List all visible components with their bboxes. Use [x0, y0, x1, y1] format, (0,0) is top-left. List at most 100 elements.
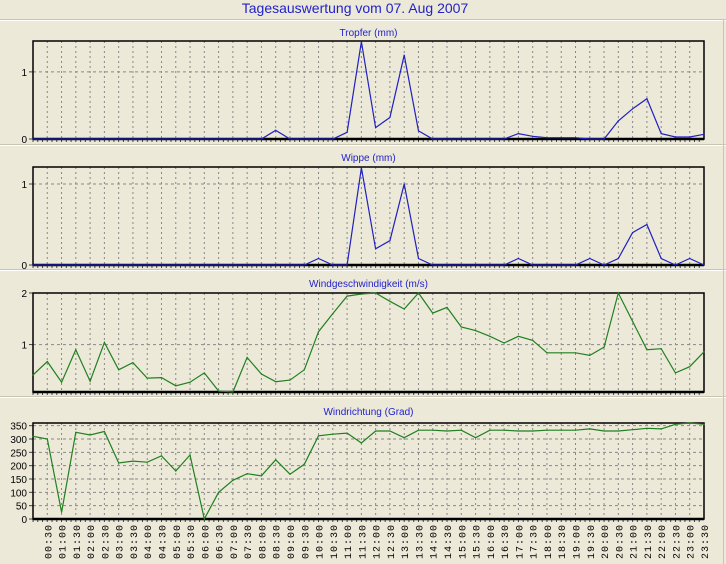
- data-point: [474, 264, 477, 266]
- data-point: [389, 116, 391, 119]
- chart-title: Windrichtung (Grad): [323, 407, 413, 418]
- data-point: [346, 264, 348, 266]
- data-point: [103, 341, 105, 344]
- data-point: [417, 292, 420, 294]
- data-point: [703, 133, 705, 135]
- data-point: [160, 376, 163, 379]
- data-point: [146, 264, 148, 266]
- data-point: [546, 264, 548, 266]
- data-point: [674, 423, 677, 425]
- x-tick-label: 03:00: [116, 524, 127, 559]
- x-tick-label: 17:00: [515, 524, 526, 559]
- x-tick-label: 07:00: [230, 524, 241, 559]
- data-point: [532, 430, 534, 432]
- data-point: [589, 257, 591, 260]
- data-point: [360, 442, 362, 444]
- data-point: [474, 437, 477, 439]
- x-tick-label: 19:00: [573, 524, 584, 559]
- x-tick-label: 20:30: [615, 524, 626, 559]
- data-point: [160, 138, 163, 140]
- data-point: [589, 138, 591, 140]
- data-point: [489, 264, 491, 266]
- data-point: [303, 264, 305, 266]
- y-tick-label: 1: [21, 180, 27, 191]
- data-point: [646, 223, 648, 226]
- data-point: [375, 248, 377, 250]
- data-point: [589, 354, 591, 356]
- data-point: [489, 335, 491, 337]
- data-point: [660, 348, 662, 350]
- data-point: [118, 138, 120, 140]
- data-point: [417, 257, 420, 260]
- x-tick-label: 05:00: [173, 524, 184, 559]
- data-point: [517, 257, 520, 260]
- data-point: [89, 138, 91, 140]
- series-line: [33, 41, 705, 140]
- series-line: [33, 167, 705, 266]
- data-point: [303, 138, 305, 140]
- data-point: [689, 422, 691, 424]
- x-tick-label: 22:30: [672, 524, 683, 559]
- data-point: [217, 138, 220, 140]
- x-tick-label: 10:30: [330, 524, 341, 559]
- data-point: [532, 135, 534, 137]
- data-point: [75, 138, 77, 140]
- data-point: [674, 372, 677, 374]
- data-point: [75, 264, 77, 266]
- data-point: [660, 257, 662, 260]
- divider: [0, 269, 726, 271]
- x-tick-label: 23:00: [687, 524, 698, 559]
- data-point: [289, 473, 291, 475]
- data-point: [260, 373, 263, 375]
- data-point: [432, 264, 434, 266]
- data-point: [346, 432, 348, 434]
- data-point: [317, 257, 320, 260]
- data-point: [89, 380, 91, 382]
- data-point: [189, 264, 191, 266]
- chart-title: Windgeschwindigkeit (m/s): [309, 279, 428, 290]
- x-tick-label: 06:30: [216, 524, 227, 559]
- data-point: [175, 470, 177, 472]
- x-tick-label: 16:30: [501, 524, 512, 559]
- data-point: [89, 434, 91, 436]
- data-point: [175, 138, 177, 140]
- data-point: [275, 129, 277, 131]
- data-point: [632, 108, 634, 110]
- x-tick-label: 15:30: [473, 524, 484, 559]
- data-point: [103, 264, 105, 266]
- x-tick-label: 11:00: [344, 524, 355, 559]
- y-tick-label: 100: [10, 488, 27, 499]
- data-point: [46, 438, 48, 440]
- data-point: [260, 264, 263, 266]
- data-point: [132, 138, 134, 140]
- data-point: [75, 431, 77, 433]
- data-point: [275, 459, 277, 461]
- data-point: [232, 264, 234, 266]
- data-point: [689, 136, 691, 138]
- data-point: [332, 138, 334, 140]
- data-point: [103, 430, 105, 433]
- data-point: [275, 381, 277, 383]
- data-point: [560, 137, 562, 139]
- data-point: [303, 463, 305, 465]
- data-point: [489, 138, 491, 140]
- data-point: [346, 131, 348, 133]
- data-point: [46, 264, 48, 266]
- data-point: [32, 264, 34, 266]
- x-tick-label: 21:30: [644, 524, 655, 559]
- data-point: [32, 435, 34, 437]
- data-point: [546, 137, 548, 139]
- data-point: [632, 429, 634, 431]
- data-point: [560, 264, 562, 266]
- divider: [0, 144, 726, 146]
- data-point: [375, 430, 377, 432]
- data-point: [532, 339, 534, 342]
- data-point: [189, 381, 191, 383]
- data-point: [46, 360, 48, 363]
- series-line: [32, 422, 705, 521]
- data-point: [546, 429, 548, 431]
- divider: [0, 19, 726, 21]
- series-line: [32, 291, 705, 393]
- data-point: [460, 138, 462, 140]
